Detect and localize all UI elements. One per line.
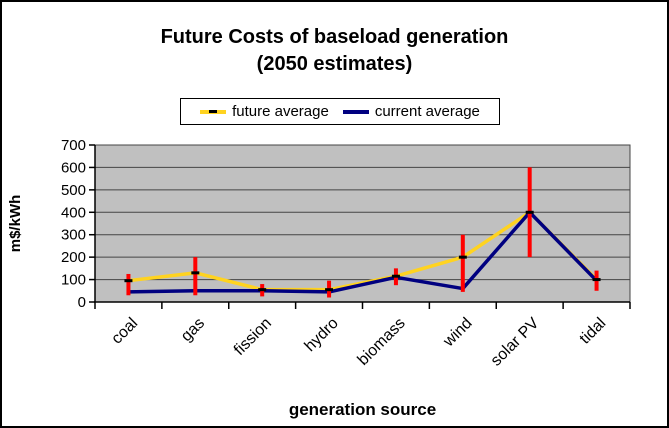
future-point-marker (458, 255, 467, 259)
legend-label-current: current average (374, 103, 480, 120)
future-point-marker (325, 288, 334, 292)
future-average-line-swatch (200, 109, 227, 114)
y-tick-label: 400 (61, 204, 86, 221)
future-point-marker (592, 278, 601, 282)
plot-area (94, 144, 631, 303)
chart-title-line2: (2050 estimates) (256, 53, 413, 75)
y-tick-label: 300 (61, 227, 86, 244)
x-axis-title: generation source (289, 400, 436, 419)
current-average-line-swatch (342, 109, 369, 114)
y-tick-label: 200 (61, 249, 86, 266)
y-tick-label: 600 (61, 159, 86, 176)
future-point-marker (191, 271, 200, 275)
future-point-marker (124, 279, 133, 283)
legend-label-future: future average (232, 103, 329, 120)
x-category-label: fission (231, 315, 275, 359)
series-line-current-average (128, 210, 598, 294)
x-category-label: wind (440, 315, 476, 351)
y-tick-label: 100 (61, 272, 86, 289)
legend-item-future: future average (200, 103, 329, 120)
x-category-label: biomass (355, 315, 409, 369)
chart-title: Future Costs of baseload generation (205… (2, 24, 667, 78)
future-point-marker (391, 274, 400, 278)
future-point-marker (525, 210, 534, 214)
x-category-label: solar PV (488, 315, 543, 370)
x-category-label: tidal (577, 315, 610, 348)
x-category-label: hydro (302, 315, 342, 355)
x-category-label: gas (178, 315, 208, 345)
y-tick-label: 0 (78, 294, 86, 311)
legend-item-current: current average (342, 103, 480, 120)
y-axis-title: m$/kWh (7, 195, 24, 253)
future-point-marker (258, 288, 267, 292)
y-tick-label: 500 (61, 182, 86, 199)
x-category-label: coal (108, 315, 141, 348)
y-tick-label: 700 (61, 137, 86, 154)
chart-title-line1: Future Costs of baseload generation (160, 26, 509, 48)
legend: future average current average (180, 98, 500, 125)
future-marker-dash (209, 110, 218, 113)
